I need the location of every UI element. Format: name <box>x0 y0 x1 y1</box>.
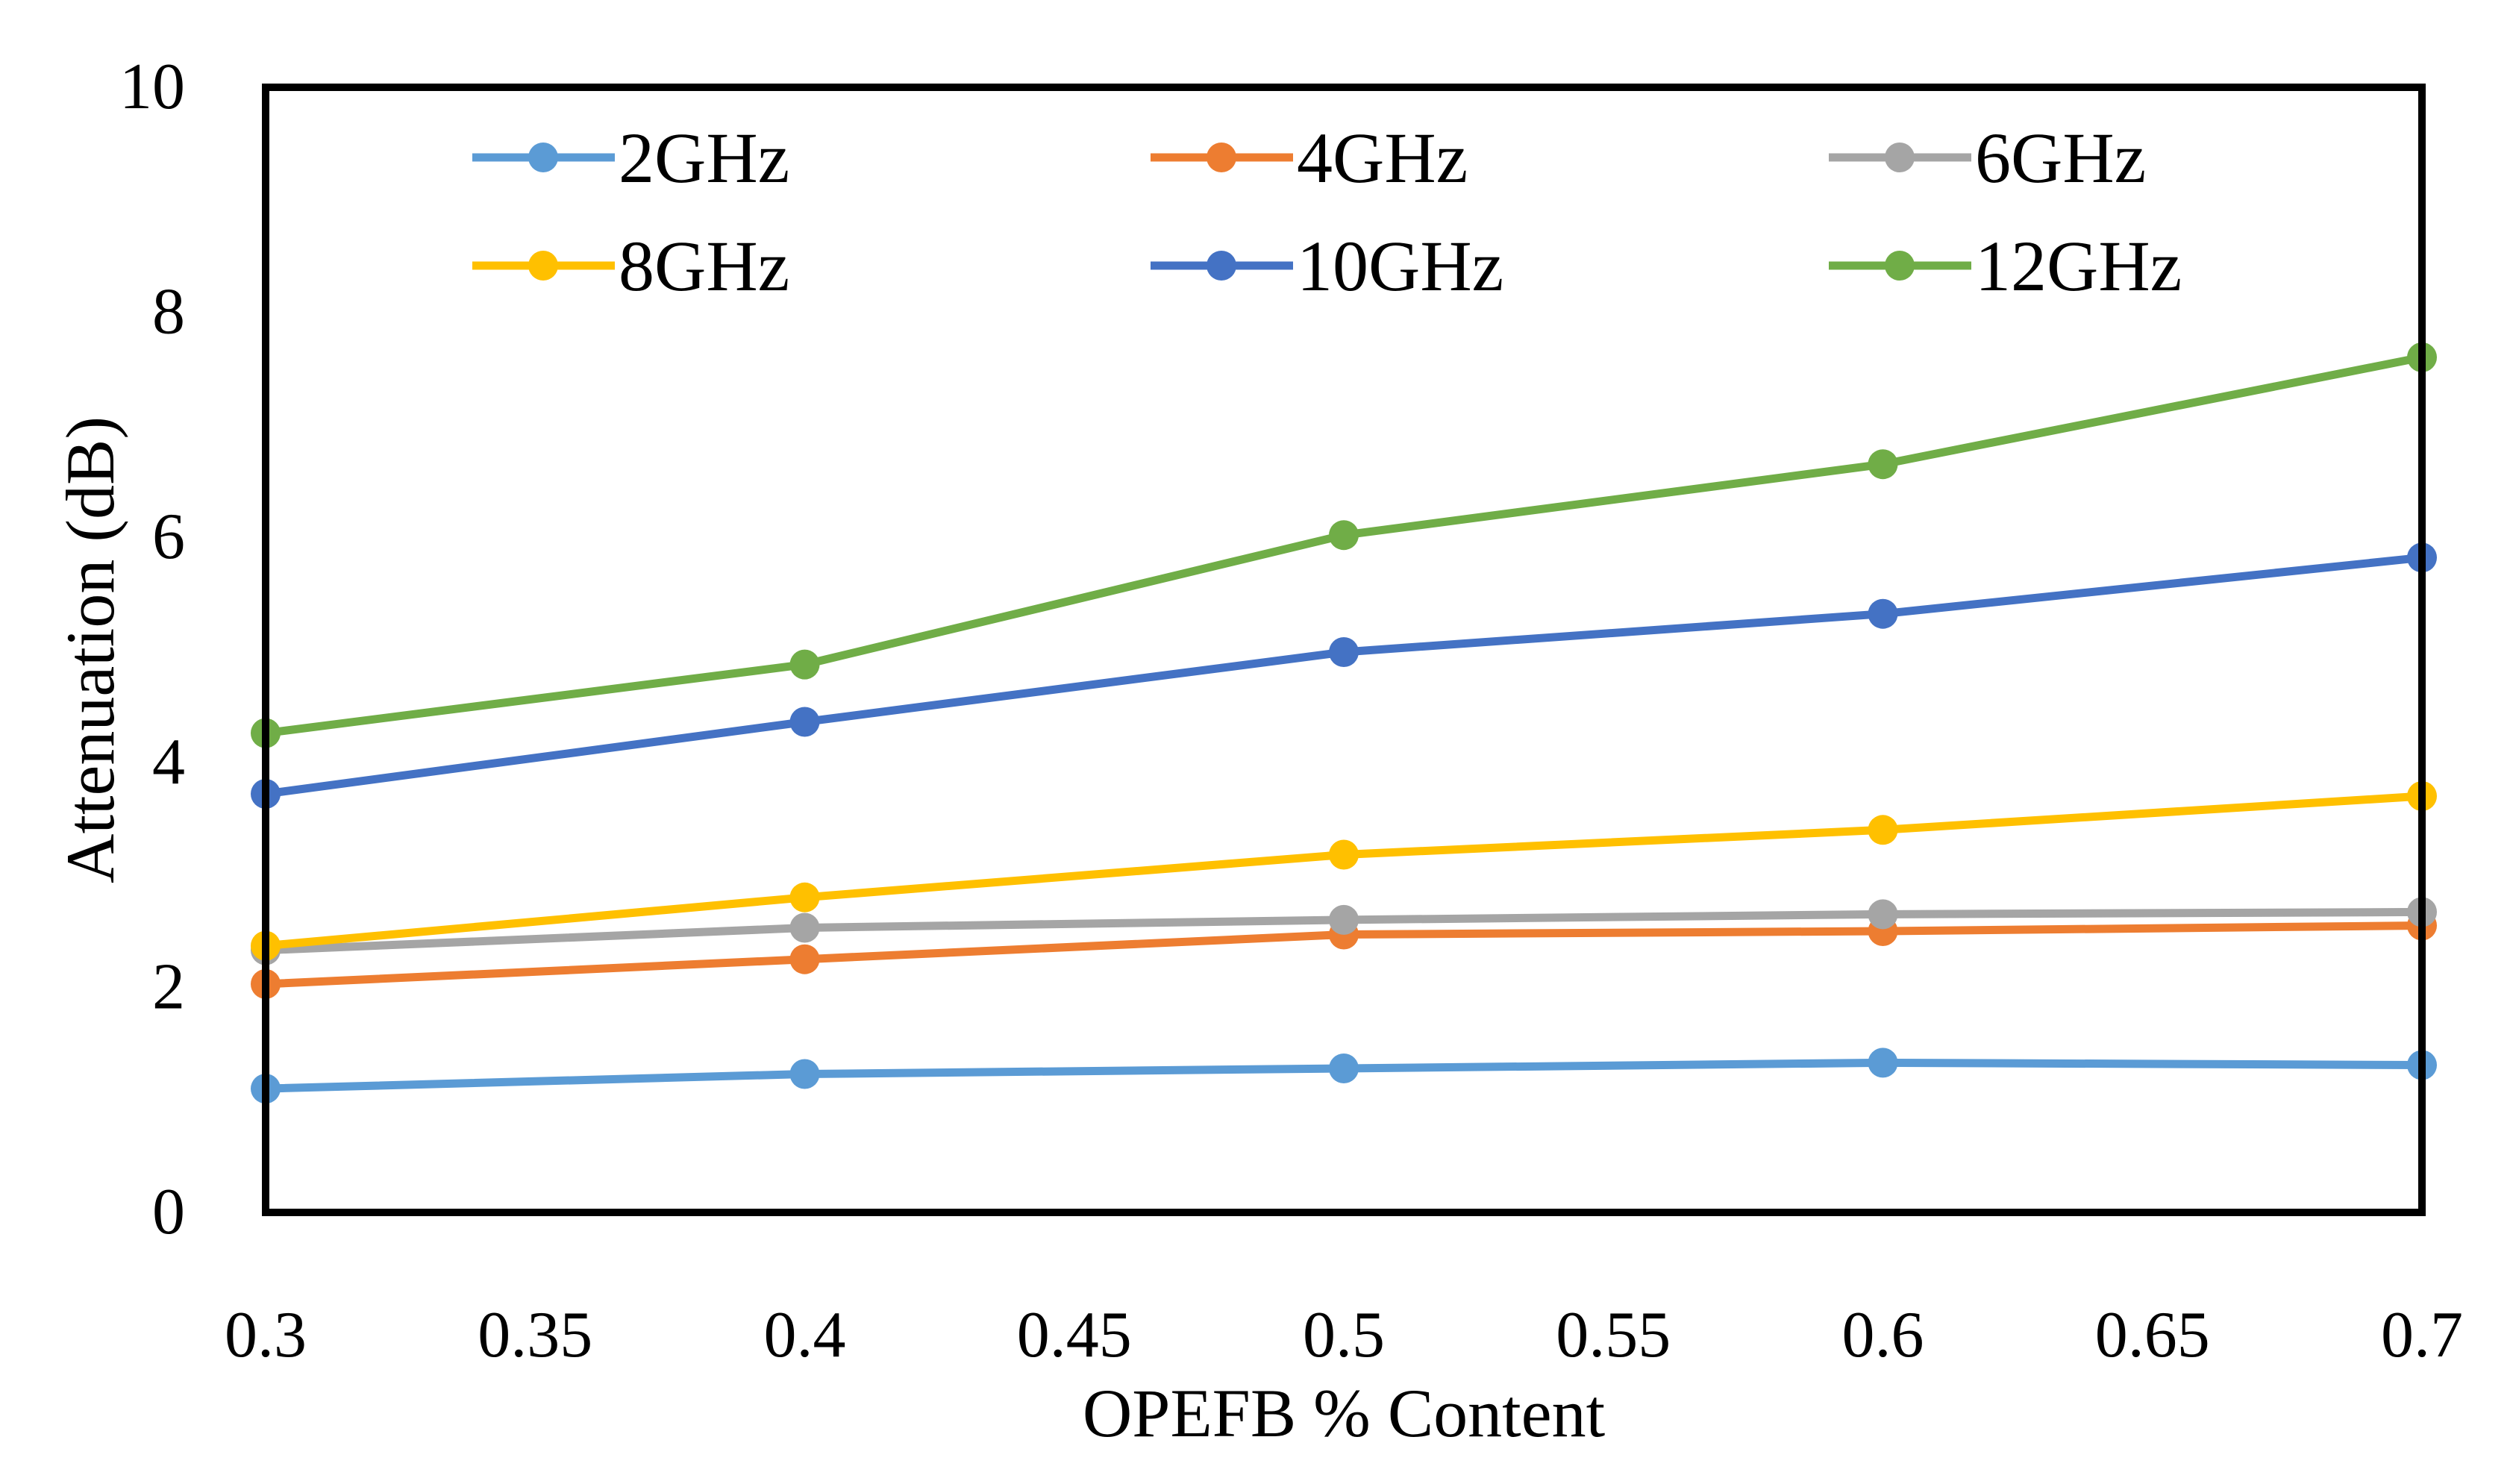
x-tick-label: 0.6 <box>1842 1299 1924 1371</box>
legend-item-4ghz: 4GHz <box>1151 118 1468 198</box>
data-point-8ghz-3 <box>1868 815 1898 845</box>
x-tick-label: 0.35 <box>478 1299 592 1371</box>
y-axis-ticks: 0 2 4 6 8 10 <box>119 51 185 1248</box>
x-tick-label: 0.45 <box>1017 1299 1132 1371</box>
legend-label: 6GHz <box>1975 118 2146 198</box>
data-point-12ghz-1 <box>789 649 820 680</box>
data-point-2ghz-3 <box>1868 1048 1898 1078</box>
legend-swatch-marker <box>1207 251 1236 281</box>
data-point-10ghz-1 <box>789 707 820 737</box>
data-point-6ghz-3 <box>1868 899 1898 930</box>
x-tick-label: 0.65 <box>2095 1299 2210 1371</box>
legend-label: 12GHz <box>1975 226 2182 306</box>
legend: 2GHz 4GHz 6GHz 8GHz 10GHz 12GHz <box>472 118 2182 306</box>
legend-item-2ghz: 2GHz <box>472 118 789 198</box>
series-line-10ghz <box>261 553 2426 798</box>
legend-swatch-marker <box>1207 143 1236 172</box>
x-tick-label: 0.3 <box>225 1299 307 1371</box>
data-point-6ghz-1 <box>789 912 820 943</box>
legend-item-10ghz: 10GHz <box>1151 226 1503 306</box>
plot-frame <box>262 84 2426 1216</box>
data-point-8ghz-2 <box>1329 839 1359 870</box>
y-tick-label: 0 <box>152 1176 185 1248</box>
legend-item-12ghz: 12GHz <box>1829 226 2182 306</box>
legend-swatch-marker <box>1885 143 1915 172</box>
data-point-10ghz-3 <box>1868 598 1898 629</box>
legend-swatch-marker <box>1885 251 1915 281</box>
x-tick-label: 0.7 <box>2381 1299 2463 1371</box>
legend-label: 4GHz <box>1297 118 1468 198</box>
y-tick-label: 6 <box>152 501 185 573</box>
data-point-2ghz-2 <box>1329 1053 1359 1083</box>
data-point-2ghz-1 <box>789 1059 820 1089</box>
data-point-10ghz-2 <box>1329 637 1359 667</box>
x-axis-title: OPEFB % Content <box>1083 1375 1606 1451</box>
y-tick-label: 4 <box>152 726 185 798</box>
data-point-12ghz-2 <box>1329 520 1359 551</box>
y-tick-label: 10 <box>119 51 185 123</box>
data-point-4ghz-1 <box>789 944 820 974</box>
legend-swatch-marker <box>528 251 558 281</box>
legend-item-8ghz: 8GHz <box>472 226 789 306</box>
legend-label: 10GHz <box>1297 226 1503 306</box>
y-tick-label: 8 <box>152 276 185 348</box>
x-tick-label: 0.5 <box>1303 1299 1385 1371</box>
legend-label: 8GHz <box>619 226 789 306</box>
series-layer <box>251 342 2437 1104</box>
legend-item-6ghz: 6GHz <box>1829 118 2146 198</box>
x-tick-label: 0.4 <box>764 1299 846 1371</box>
legend-swatch-marker <box>528 143 558 172</box>
data-point-12ghz-3 <box>1868 449 1898 480</box>
y-axis-title: Attenuation (dB) <box>52 416 128 883</box>
data-point-6ghz-2 <box>1329 904 1359 935</box>
data-point-8ghz-1 <box>789 882 820 912</box>
legend-label: 2GHz <box>619 118 789 198</box>
x-tick-label: 0.55 <box>1556 1299 1671 1371</box>
x-axis-ticks: 0.3 0.35 0.4 0.45 0.5 0.55 0.6 0.65 0.7 <box>225 1299 2463 1371</box>
y-tick-label: 2 <box>152 951 185 1023</box>
